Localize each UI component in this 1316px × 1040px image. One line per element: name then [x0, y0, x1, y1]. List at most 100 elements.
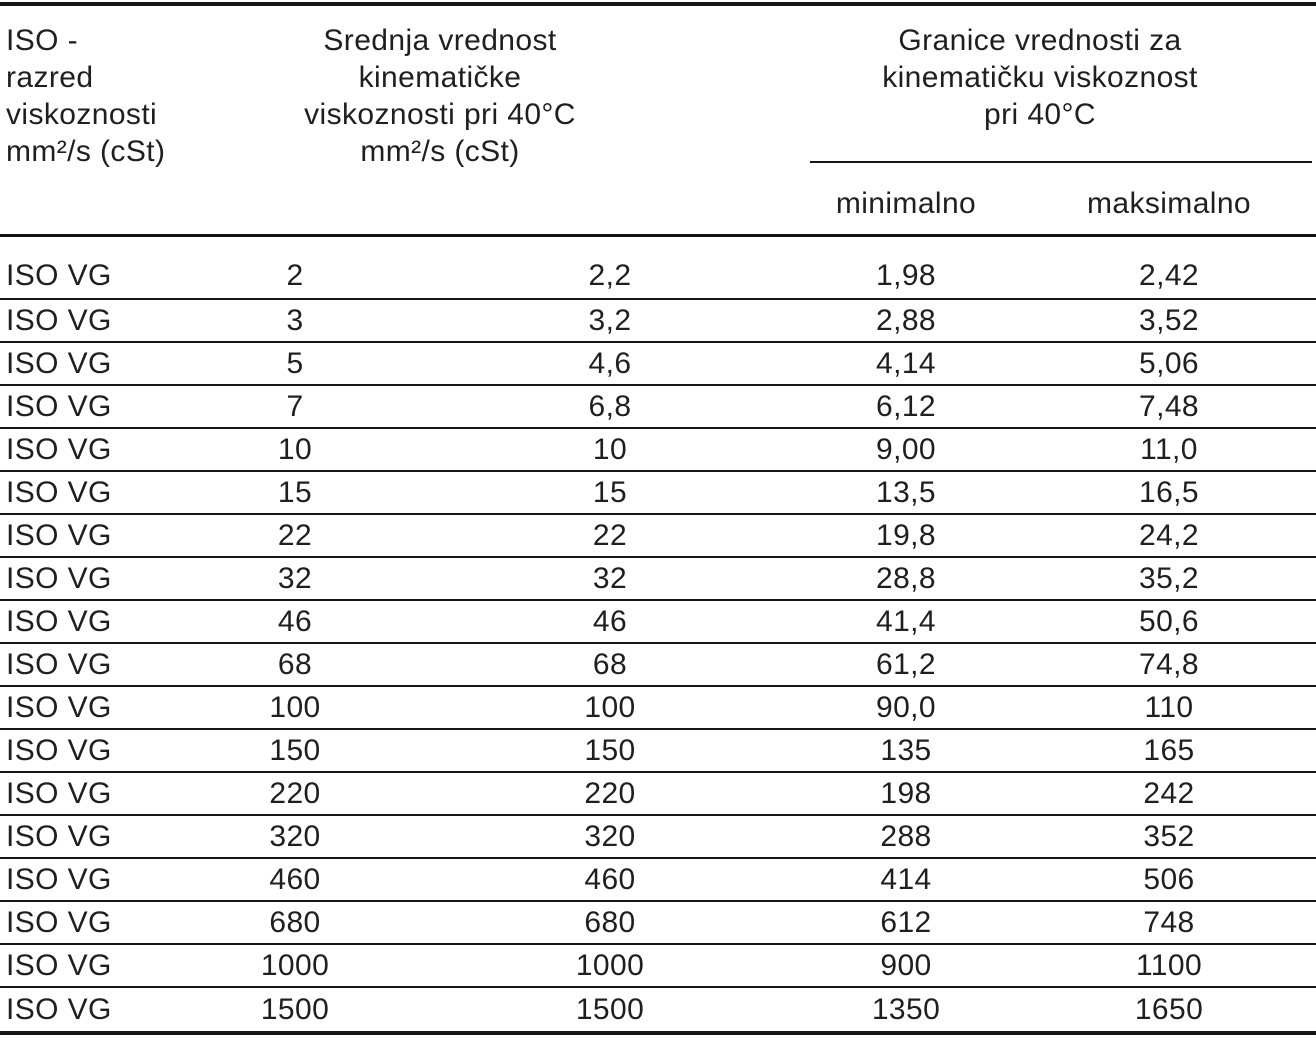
header-line: mm²/s (cSt) — [6, 135, 166, 168]
mean-viscosity-value: 680 — [584, 905, 636, 939]
header-line: kinematičku viskoznost — [882, 61, 1198, 94]
row-label-iso-vg: ISO VG — [6, 819, 112, 853]
min-viscosity-value: 6,12 — [876, 389, 936, 423]
grade-value: 2 — [286, 259, 304, 292]
table-row: ISO VG 32 32 28,8 35,2 — [0, 558, 1316, 601]
grade-value: 22 — [277, 518, 313, 552]
row-label-iso-vg: ISO VG — [6, 432, 112, 466]
table-row: ISO VG 150 150 135 165 — [0, 730, 1316, 773]
header-line: pri 40°C — [984, 98, 1096, 131]
max-viscosity-value: 74,8 — [1139, 647, 1199, 681]
header-line: ISO - — [6, 24, 79, 57]
column-header-iso-razred: ISO - razred viskoznosti mm²/s (cSt) — [6, 22, 165, 170]
grade-value: 10 — [277, 432, 313, 466]
min-viscosity-value: 4,14 — [876, 346, 936, 380]
table-row: ISO VG 3 3,2 2,88 3,52 — [0, 300, 1316, 343]
min-viscosity-value: 2,88 — [876, 303, 936, 337]
mean-viscosity-value: 10 — [592, 432, 628, 466]
grade-value: 5 — [286, 346, 304, 380]
mean-viscosity-value: 32 — [592, 561, 628, 595]
column-header-srednja-vrednost: Srednja vrednost kinematičke viskoznosti… — [240, 22, 640, 170]
max-viscosity-value: 1650 — [1134, 992, 1204, 1026]
header-line: Granice vrednosti za — [898, 24, 1182, 57]
row-label-iso-vg: ISO VG — [6, 992, 112, 1026]
grade-value: 220 — [269, 776, 321, 810]
subheader-row: minimalno maksimalno — [0, 186, 1316, 222]
max-viscosity-value: 50,6 — [1139, 604, 1199, 638]
max-viscosity-value: 165 — [1143, 733, 1195, 767]
min-viscosity-value: 198 — [880, 776, 932, 810]
grade-value: 320 — [269, 819, 321, 853]
mean-viscosity-value: 3,2 — [588, 303, 632, 337]
grade-value: 1000 — [260, 948, 330, 982]
grade-value: 46 — [277, 604, 313, 638]
mean-viscosity-value: 46 — [592, 604, 628, 638]
grade-value: 100 — [269, 690, 321, 724]
max-viscosity-value: 1100 — [1135, 948, 1203, 982]
grade-value: 3 — [286, 303, 304, 337]
header-line: mm²/s (cSt) — [360, 135, 520, 168]
subheader-maksimalno: maksimalno — [1086, 187, 1252, 220]
mean-viscosity-value: 68 — [592, 647, 628, 681]
max-viscosity-value: 2,42 — [1139, 259, 1199, 292]
mean-viscosity-value: 220 — [584, 776, 636, 810]
min-viscosity-value: 1,98 — [876, 259, 936, 292]
header-line: Srednja vrednost — [323, 24, 557, 57]
max-viscosity-value: 352 — [1143, 819, 1195, 853]
min-viscosity-value: 61,2 — [876, 647, 936, 681]
row-label-iso-vg: ISO VG — [6, 905, 112, 939]
max-viscosity-value: 242 — [1143, 776, 1195, 810]
row-label-iso-vg: ISO VG — [6, 690, 112, 724]
granice-group-rule — [810, 161, 1312, 163]
max-viscosity-value: 24,2 — [1139, 518, 1199, 552]
mean-viscosity-value: 6,8 — [588, 389, 632, 423]
mean-viscosity-value: 2,2 — [588, 259, 632, 292]
table-row: ISO VG 1000 1000 900 1100 — [0, 945, 1316, 988]
max-viscosity-value: 16,5 — [1139, 475, 1199, 509]
column-header-granice-vrednosti: Granice vrednosti za kinematičku viskozn… — [790, 22, 1290, 133]
grade-value: 150 — [269, 733, 321, 767]
row-label-iso-vg: ISO VG — [6, 259, 112, 292]
mean-viscosity-value: 1000 — [575, 948, 645, 982]
min-viscosity-value: 900 — [880, 948, 932, 982]
grade-value: 15 — [277, 475, 313, 509]
row-label-iso-vg: ISO VG — [6, 303, 112, 337]
grade-value: 680 — [269, 905, 321, 939]
table-row: ISO VG 7 6,8 6,12 7,48 — [0, 386, 1316, 429]
row-label-iso-vg: ISO VG — [6, 862, 112, 896]
mean-viscosity-value: 1500 — [575, 992, 645, 1026]
grade-value: 7 — [286, 389, 304, 423]
header-line: kinematičke — [358, 61, 522, 94]
row-label-iso-vg: ISO VG — [6, 776, 112, 810]
row-label-iso-vg: ISO VG — [6, 604, 112, 638]
header-line: viskoznosti — [6, 98, 158, 131]
grade-value: 1500 — [260, 992, 330, 1026]
row-label-iso-vg: ISO VG — [6, 647, 112, 681]
grade-value: 32 — [277, 561, 313, 595]
table-row: ISO VG 68 68 61,2 74,8 — [0, 644, 1316, 687]
row-label-iso-vg: ISO VG — [6, 389, 112, 423]
max-viscosity-value: 748 — [1143, 905, 1195, 939]
table-body: ISO VG 2 2,2 1,98 2,42 ISO VG 3 3,2 2,88… — [0, 237, 1316, 1031]
max-viscosity-value: 7,48 — [1139, 389, 1199, 423]
grade-value: 68 — [277, 647, 313, 681]
header-line: viskoznosti pri 40°C — [304, 98, 576, 131]
row-label-iso-vg: ISO VG — [6, 561, 112, 595]
table-bottom-rule — [0, 1031, 1316, 1035]
grade-value: 460 — [269, 862, 321, 896]
max-viscosity-value: 5,06 — [1139, 346, 1199, 380]
table-row: ISO VG 46 46 41,4 50,6 — [0, 601, 1316, 644]
mean-viscosity-value: 100 — [584, 690, 636, 724]
min-viscosity-value: 19,8 — [876, 518, 936, 552]
header-body-rule — [0, 234, 1316, 237]
table-row: ISO VG 5 4,6 4,14 5,06 — [0, 343, 1316, 386]
mean-viscosity-value: 150 — [584, 733, 636, 767]
min-viscosity-value: 41,4 — [876, 604, 936, 638]
min-viscosity-value: 28,8 — [876, 561, 936, 595]
table-row: ISO VG 460 460 414 506 — [0, 859, 1316, 902]
mean-viscosity-value: 22 — [592, 518, 628, 552]
table-top-rule — [0, 2, 1316, 6]
table-row: ISO VG 100 100 90,0 110 — [0, 687, 1316, 730]
row-label-iso-vg: ISO VG — [6, 475, 112, 509]
